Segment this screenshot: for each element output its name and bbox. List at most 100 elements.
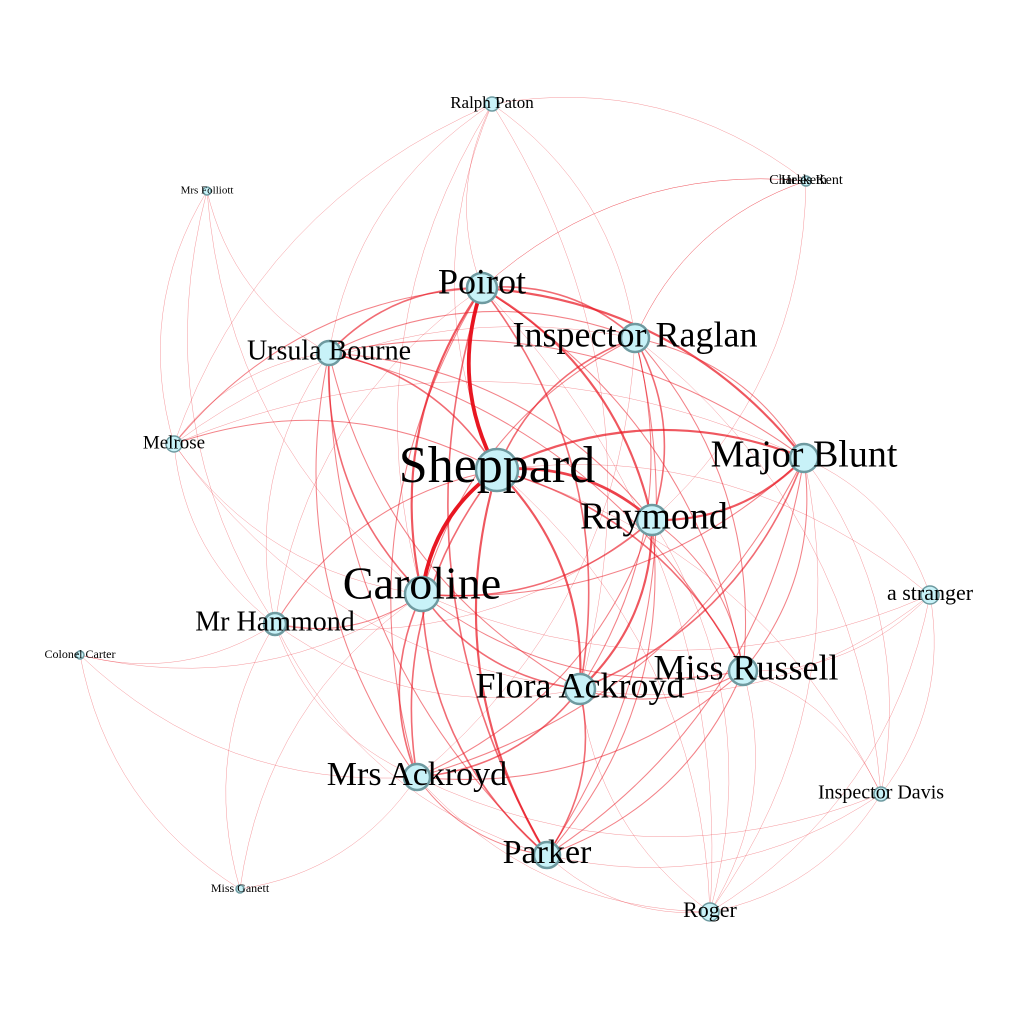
edge-sheppard-melrose xyxy=(173,419,498,471)
edge-stranger-davis xyxy=(880,594,935,795)
edge-carter-ganett xyxy=(79,654,241,890)
label-caroline: Caroline xyxy=(343,558,501,609)
label-hesketh: Hesketh xyxy=(781,173,827,188)
edge-blunt-davis xyxy=(803,457,890,795)
label-ganett: Miss Ganett xyxy=(211,881,270,895)
node-stranger[interactable] xyxy=(920,585,940,605)
edge-parker-hammond xyxy=(274,623,548,856)
edge-poirot-charleskent xyxy=(481,178,807,289)
label-russell: Miss Russell xyxy=(653,647,838,687)
label-parker: Parker xyxy=(503,834,592,871)
label-blunt: Major Blunt xyxy=(711,434,898,476)
edge-blunt-stranger xyxy=(803,457,931,596)
label-roger: Roger xyxy=(683,897,737,922)
edge-parker-roger xyxy=(546,854,711,913)
edge-caroline-ganett xyxy=(239,593,423,890)
node-roger[interactable] xyxy=(700,902,720,922)
edge-mrsackroyd-roger xyxy=(416,776,711,913)
edge-caroline-flora xyxy=(421,593,581,690)
edge-poirot-mrsackroyd xyxy=(390,287,483,778)
label-raglan: Inspector Raglan xyxy=(513,314,758,354)
node-charleskent[interactable] xyxy=(800,175,812,187)
edge-sheppard-stranger xyxy=(496,464,931,596)
edge-russell-roger xyxy=(709,670,756,913)
edge-blunt-raymond xyxy=(650,456,806,522)
edge-raglan-blunt xyxy=(634,337,805,459)
edge-ursula-parker xyxy=(328,352,548,856)
edge-blunt-ursula xyxy=(328,339,805,459)
label-raymond: Raymond xyxy=(580,496,728,538)
edge-flora-roger xyxy=(579,688,711,913)
edge-caroline-folliott xyxy=(206,190,423,595)
edge-sheppard-ralph xyxy=(453,103,498,471)
edge-sheppard-raglan xyxy=(496,337,636,471)
edge-poirot-roger xyxy=(481,287,713,913)
node-ralph[interactable] xyxy=(484,96,500,112)
edge-melrose-ralph xyxy=(173,103,493,445)
edge-russell-stranger xyxy=(742,594,931,672)
edge-russell-davis xyxy=(742,670,882,795)
edge-caroline-blunt xyxy=(421,457,805,597)
node-raymond[interactable] xyxy=(635,503,669,537)
edge-ursula-flora xyxy=(328,352,581,690)
node-hammond[interactable] xyxy=(262,611,288,637)
edge-caroline-stranger xyxy=(421,593,931,651)
edge-caroline-melrose xyxy=(173,443,423,595)
edge-flora-hammond xyxy=(274,623,581,699)
edge-raymond-flora xyxy=(578,518,654,691)
node-caroline[interactable] xyxy=(403,575,441,613)
node-russell[interactable] xyxy=(727,655,759,687)
edge-raglan-melrose xyxy=(173,326,636,445)
node-blunt[interactable] xyxy=(788,442,820,474)
node-ganett[interactable] xyxy=(235,884,245,894)
node-parker[interactable] xyxy=(532,840,562,870)
edge-raymond-mrsackroyd xyxy=(416,519,653,778)
label-mrsackroyd: Mrs Ackroyd xyxy=(327,756,507,793)
edge-caroline-russell xyxy=(421,593,744,679)
node-davis[interactable] xyxy=(873,786,889,802)
edge-caroline-raglan xyxy=(421,337,636,595)
edge-raglan-davis xyxy=(634,337,882,795)
edge-charleskent-raglan xyxy=(634,180,807,339)
edge-raglan-hesketh xyxy=(634,180,807,339)
node-ursula[interactable] xyxy=(315,339,343,367)
edge-ursula-russell xyxy=(328,352,744,672)
edge-blunt-parker xyxy=(546,457,805,856)
label-hammond: Mr Hammond xyxy=(195,606,354,637)
edge-flora-melrose xyxy=(173,443,581,690)
node-poirot[interactable] xyxy=(465,271,499,305)
node-mrsackroyd[interactable] xyxy=(402,762,432,792)
edge-raglan-russell xyxy=(634,337,747,672)
edge-ralph-charleskent xyxy=(491,96,807,182)
edges-layer xyxy=(79,96,935,913)
edge-folliott-melrose xyxy=(159,190,208,445)
edge-raglan-parker xyxy=(546,337,657,856)
edge-mrsackroyd-parker xyxy=(416,776,548,856)
edge-carter-hammond xyxy=(79,623,276,664)
label-flora: Flora Ackroyd xyxy=(476,665,685,705)
edge-raglan-ursula xyxy=(328,310,636,354)
edge-poirot-parker xyxy=(447,287,548,856)
edge-raymond-ursula xyxy=(328,352,653,521)
edge-flora-parker xyxy=(546,688,587,856)
edge-sheppard-roger xyxy=(496,469,711,913)
edge-raglan-raymond xyxy=(634,337,666,521)
edge-raymond-roger xyxy=(651,519,730,913)
node-sheppard[interactable] xyxy=(474,447,520,493)
node-flora[interactable] xyxy=(563,672,597,706)
node-melrose[interactable] xyxy=(165,435,183,453)
edge-poirot-hammond xyxy=(274,287,483,625)
node-raglan[interactable] xyxy=(619,322,651,354)
edge-blunt-roger xyxy=(709,457,819,913)
node-carter[interactable] xyxy=(75,650,85,660)
edge-caroline-parker xyxy=(421,593,548,856)
edge-poirot-ralph xyxy=(466,103,493,289)
edge-charleskent-raymond xyxy=(651,180,807,521)
edge-ralph-raglan xyxy=(491,103,636,339)
edge-sheppard-parker xyxy=(474,468,549,857)
node-folliott[interactable] xyxy=(202,186,212,196)
edge-stranger-roger xyxy=(709,594,931,913)
edge-blunt-russell xyxy=(742,457,808,672)
edge-russell-parker xyxy=(546,670,744,856)
label-charleskent: Charles Kent xyxy=(769,173,843,188)
